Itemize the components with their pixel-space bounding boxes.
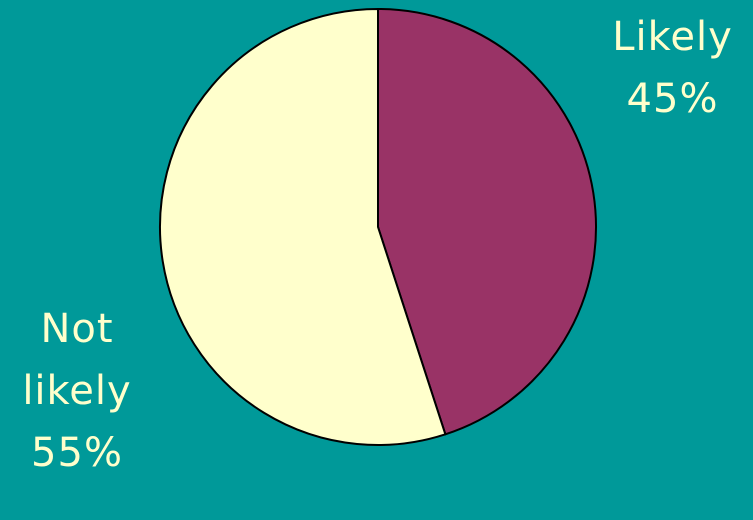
slice-label-likely: Likely 45% — [590, 6, 753, 130]
slice-label-not-likely: Not likely 55% — [2, 298, 152, 484]
slice-percent-not-likely: 55% — [31, 430, 123, 476]
slice-name-not-likely-line2: likely — [22, 368, 132, 414]
pie-slice-likely — [377, 8, 597, 436]
slice-percent-likely: 45% — [626, 76, 719, 122]
slice-name-likely: Likely — [612, 14, 733, 60]
pie-slice-not-likely — [159, 8, 447, 446]
slice-name-not-likely-line1: Not — [40, 306, 114, 352]
